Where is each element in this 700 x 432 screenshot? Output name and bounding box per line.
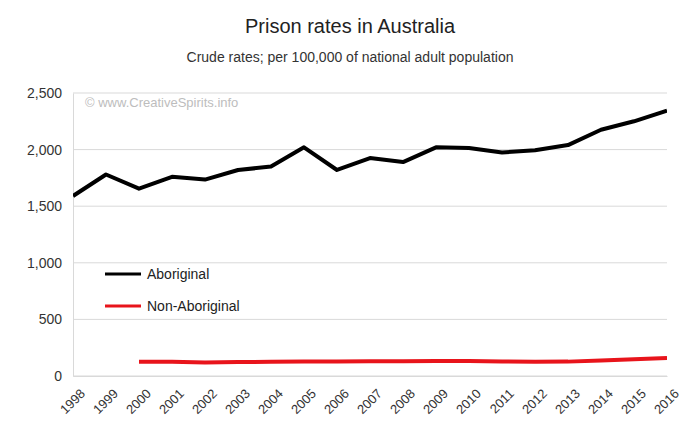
x-tick: 2015 <box>618 376 649 417</box>
y-tick-label: 1,500 <box>27 198 62 214</box>
y-tick: 2,500 <box>27 85 73 101</box>
y-tick-label: 2,500 <box>27 85 62 101</box>
x-tick: 2011 <box>487 376 517 416</box>
y-tick-label: 1,000 <box>27 255 62 271</box>
x-tick-label: 1999 <box>90 386 121 417</box>
x-tick-label: 2007 <box>354 386 385 417</box>
grid-line <box>73 262 667 263</box>
x-axis: 1998199920002001200220032004200520062007… <box>57 376 682 417</box>
grid-line <box>73 319 667 320</box>
x-tick: 2008 <box>387 376 418 417</box>
legend-label: Aboriginal <box>147 266 209 282</box>
x-tick: 2009 <box>420 376 451 417</box>
grid-line <box>73 206 667 207</box>
chart: Prison rates in Australia Crude rates; pe… <box>0 0 700 432</box>
y-tick: 0 <box>54 368 73 384</box>
y-tick: 1,000 <box>27 255 73 271</box>
x-tick: 2007 <box>354 376 385 417</box>
y-tick: 500 <box>39 311 73 327</box>
x-tick-label: 2013 <box>552 386 583 417</box>
legend-item: Non-Aboriginal <box>105 298 240 314</box>
title: Prison rates in Australia <box>245 15 456 37</box>
legend: Aboriginal Non-Aboriginal <box>105 266 240 314</box>
x-tick: 2010 <box>453 376 484 417</box>
x-tick-label: 2015 <box>618 386 649 417</box>
grid-line <box>73 149 667 150</box>
x-tick-label: 2016 <box>651 386 682 417</box>
x-tick: 2000 <box>123 376 154 417</box>
x-tick: 1999 <box>90 376 121 417</box>
x-tick-label: 2002 <box>189 386 220 417</box>
y-tick: 1,500 <box>27 198 73 214</box>
y-axis-line <box>73 94 74 377</box>
x-tick: 2003 <box>222 376 253 417</box>
x-tick-label: 2001 <box>156 386 187 417</box>
x-tick-label: 2006 <box>321 386 352 417</box>
x-tick-label: 1998 <box>57 386 88 417</box>
x-tick-label: 2014 <box>585 386 616 417</box>
grid <box>73 93 667 376</box>
y-tick: 2,000 <box>27 142 73 158</box>
x-tick-label: 2000 <box>123 386 154 417</box>
x-axis-line <box>74 376 668 377</box>
plot: 0 500 1,000 1,500 2,000 2,500 1998199920002001… <box>27 85 682 417</box>
x-tick-label: 2009 <box>420 386 451 417</box>
x-tick: 2001 <box>156 376 187 417</box>
y-tick-label: 0 <box>54 368 62 384</box>
series-line <box>73 111 667 196</box>
y-tick-label: 500 <box>39 311 63 327</box>
x-tick: 2012 <box>519 376 550 417</box>
legend-swatch <box>105 305 141 308</box>
grid-line <box>73 93 667 94</box>
x-tick-label: 2008 <box>387 386 418 417</box>
x-tick: 2016 <box>651 376 682 417</box>
x-tick-label: 2004 <box>255 386 286 417</box>
x-tick-label: 2010 <box>453 386 484 417</box>
x-tick-label: 2012 <box>519 386 550 417</box>
y-tick-label: 2,000 <box>27 142 62 158</box>
x-tick: 2013 <box>552 376 583 417</box>
x-tick: 2004 <box>255 376 286 417</box>
x-tick-label: 2011 <box>487 386 517 416</box>
grid-line <box>73 376 667 377</box>
x-tick: 2005 <box>288 376 319 417</box>
x-tick: 2006 <box>321 376 352 417</box>
annotation: © www.CreativeSpirits.info <box>85 95 238 110</box>
series-line <box>139 358 667 362</box>
legend-item: Aboriginal <box>105 266 209 282</box>
x-tick: 1998 <box>57 376 88 417</box>
legend-swatch <box>105 273 141 276</box>
x-tick: 2014 <box>585 376 616 417</box>
y-axis: 0 500 1,000 1,500 2,000 2,500 <box>27 85 74 384</box>
legend-label: Non-Aboriginal <box>147 298 240 314</box>
subtitle: Crude rates; per 100,000 of national adu… <box>187 49 514 65</box>
x-tick-label: 2005 <box>288 386 319 417</box>
series-lines <box>73 111 667 363</box>
x-tick-label: 2003 <box>222 386 253 417</box>
x-tick: 2002 <box>189 376 220 417</box>
